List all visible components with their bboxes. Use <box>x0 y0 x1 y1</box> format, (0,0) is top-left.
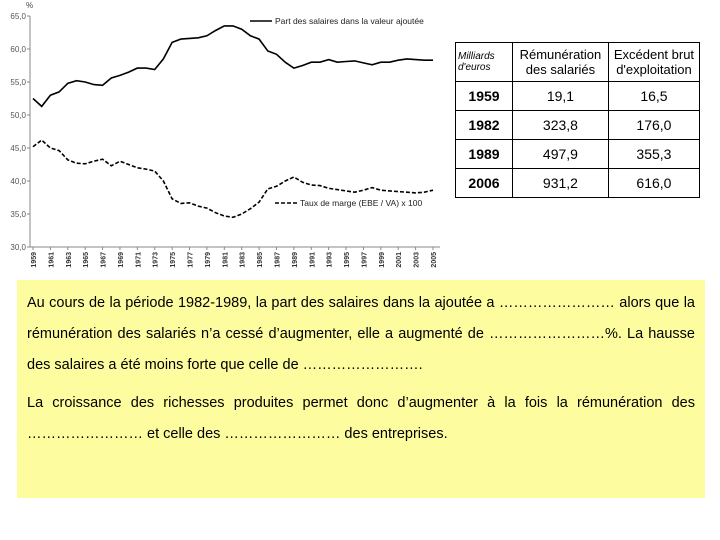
x-tick-label: 1991 <box>309 252 316 268</box>
table-cell: 19,1 <box>512 81 609 111</box>
x-tick-label: 1975 <box>170 252 177 268</box>
table-row: 1989 497,9 355,3 <box>455 139 701 169</box>
table-cell: 1959 <box>455 81 513 111</box>
x-tick-label: 1985 <box>257 252 264 268</box>
x-tick-label: 1981 <box>222 252 229 268</box>
y-tick-label: 55,0 <box>10 78 26 87</box>
table-row: 2006 931,2 616,0 <box>455 168 701 198</box>
x-tick-label: 1977 <box>188 252 195 268</box>
paragraph: Au cours de la période 1982-1989, la par… <box>27 295 695 373</box>
x-tick-label: 1973 <box>153 252 160 268</box>
table-cell: 1982 <box>455 110 513 140</box>
header-cell: Excédent brut d'exploitation <box>607 42 701 82</box>
x-tick-label: 1979 <box>205 252 212 268</box>
data-line <box>32 139 434 219</box>
x-tick-label: 1999 <box>379 252 386 268</box>
x-tick-label: 1963 <box>66 252 73 268</box>
header-cell: Rémunération des salariés <box>512 42 609 82</box>
legend-label: Part des salaires dans la valeur ajoutée <box>275 16 424 26</box>
header-cell: Milliards d'euros <box>455 42 513 82</box>
table-header: Milliards d'euros Rémunération des salar… <box>455 42 701 82</box>
data-table: Milliards d'euros Rémunération des salar… <box>455 42 701 198</box>
table-cell: 176,0 <box>607 110 701 140</box>
x-tick-label: 1971 <box>135 252 142 268</box>
paragraph: La croissance des richesses produites pe… <box>27 395 695 442</box>
chart: % 30,0 35,0 40,0 45,0 50,0 55,0 60,0 65,0 1959 196… <box>10 1 440 268</box>
x-tick-label: 1997 <box>361 252 368 268</box>
table-cell: 16,5 <box>607 81 701 111</box>
x-tick-label: 1995 <box>344 252 351 268</box>
table-cell: 2006 <box>455 168 513 198</box>
y-tick-label: 60,0 <box>10 45 26 54</box>
x-tick-label: 1959 <box>31 252 38 268</box>
y-tick-label: 35,0 <box>10 210 26 219</box>
table-row: 1982 323,8 176,0 <box>455 110 701 140</box>
x-tick-label: 1987 <box>274 252 281 268</box>
table-cell: 323,8 <box>512 110 609 140</box>
x-tick-label: 2005 <box>431 252 438 268</box>
x-tick-label: 1989 <box>292 252 299 268</box>
x-tick-label: 2003 <box>414 252 421 268</box>
table-row: 1959 19,1 16,5 <box>455 81 701 111</box>
data-line <box>32 25 433 108</box>
x-tick-label: 1983 <box>240 252 247 268</box>
y-tick-label: 30,0 <box>10 243 26 252</box>
table-cell: 931,2 <box>512 168 609 198</box>
text-box: Au cours de la période 1982-1989, la par… <box>17 280 705 498</box>
y-unit: % <box>26 1 33 10</box>
x-tick-label: 1969 <box>118 252 125 268</box>
x-tick-label: 1965 <box>83 252 90 268</box>
y-tick-label: 50,0 <box>10 111 26 120</box>
table-cell: 616,0 <box>607 168 701 198</box>
table-cell: 355,3 <box>607 139 701 169</box>
x-tick-label: 2001 <box>396 252 403 268</box>
x-tick-label: 1961 <box>48 252 55 268</box>
y-tick-label: 45,0 <box>10 144 26 153</box>
legend-label: Taux de marge (EBE / VA) x 100 <box>300 198 422 208</box>
x-tick-label: 1993 <box>327 252 334 268</box>
table-cell: 497,9 <box>512 139 609 169</box>
x-tick-label: 1967 <box>101 252 108 268</box>
table-cell: 1989 <box>455 139 513 169</box>
y-tick-label: 40,0 <box>10 177 26 186</box>
y-tick-label: 65,0 <box>10 12 26 21</box>
